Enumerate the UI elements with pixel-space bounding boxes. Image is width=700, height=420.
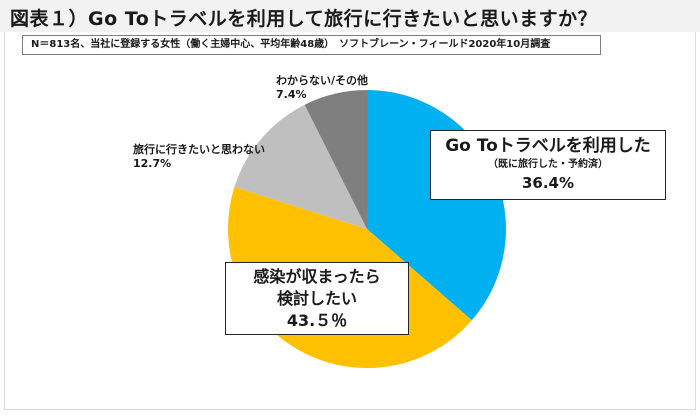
callout-used-value: 36.4%: [521, 174, 575, 192]
label-no: 旅行に行きたいと思わない 12.7%: [133, 143, 265, 171]
label-unknown: わからない/その他 7.4%: [276, 74, 368, 102]
callout-consider-line1: 感染が収まったら: [253, 267, 381, 286]
callout-consider-value: 43.５％: [286, 311, 348, 330]
slice-unknown: [304, 90, 367, 229]
label-no-text: 旅行に行きたいと思わない: [133, 143, 265, 156]
title-bar: [0, 0, 700, 32]
label-no-value: 12.7%: [133, 157, 172, 170]
callout-used-title: Go Toトラベルを利用した: [445, 136, 651, 156]
callout-used-sub: （既に旅行した・予約済）: [488, 159, 608, 170]
label-unknown-value: 7.4%: [276, 88, 307, 101]
callout-consider-line2: 検討したい: [276, 289, 357, 308]
label-unknown-text: わからない/その他: [276, 74, 369, 87]
chart-title: 図表１）Go Toトラベルを利用して旅行に行きたいと思いますか？: [10, 8, 598, 30]
slice-no: [234, 104, 367, 229]
callout-used: Go Toトラベルを利用した （既に旅行した・予約済） 36.4%: [430, 130, 666, 200]
survey-note: N＝813名、当社に登録する女性（働く主婦中心、平均年齢48歳） ソフトブレーン…: [22, 35, 601, 55]
callout-consider: 感染が収まったら 検討したい 43.５％: [225, 262, 409, 335]
